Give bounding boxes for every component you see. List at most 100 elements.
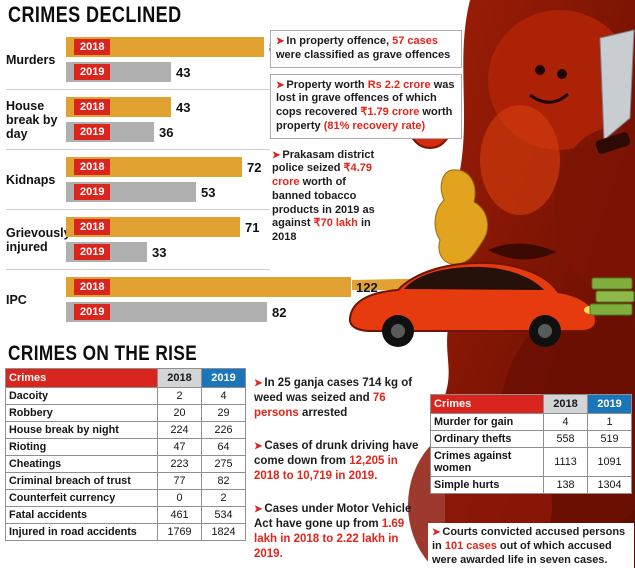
note-text: In property offence, [286,35,393,47]
category-label: House break by day [6,98,58,141]
crimes-table: Crimes 2018 2019 Dacoity 2 4 Robbery 20 29 House … [5,368,246,541]
crime-name: Ordinary thefts [430,430,544,448]
crime-value: 64 [201,438,246,456]
table-row: Crimes against women 1113 1091 [430,447,632,477]
note-item: ➤ In 25 ganja cases 714 kg of weed was se… [254,376,424,420]
bar-value: 53 [201,184,216,200]
bar-pair: 2018 71 2019 33 [66,217,259,262]
year-label: 2018 [74,159,111,175]
bar-2019: 2019 [66,302,267,322]
crime-value: 2 [201,489,246,507]
category-label: Murders [6,52,56,67]
note-text: Cases under Motor Vehicle Act have gone … [254,503,412,531]
note-text: was lost in grave offences of which cops… [276,78,455,119]
crime-value: 47 [157,438,202,456]
note-text: were classified as grave offences [276,48,451,61]
note-bottom-right: ➤ Courts convicted accused persons in 101… [428,523,634,568]
crime-value: 82 [201,472,246,490]
bar-row: 2019 82 [66,302,378,322]
table-row: Dacoity 2 4 [5,387,246,405]
crime-value: 77 [157,472,202,490]
crime-name: Criminal breach of trust [5,472,158,490]
bar-pair: 201881 2019 43 [66,37,283,82]
table-row: Robbery 20 29 [5,404,246,422]
year-label: 2019 [74,184,111,200]
crime-name: Simple hurts [430,476,544,494]
bar-value: 43 [176,64,191,80]
year-label: 2018 [74,99,111,115]
notes-middle: ➤ In 25 ganja cases 714 kg of weed was se… [254,376,424,568]
highlighted-text: 1.69 lakh in 2018 to 2.22 lakh in 2019. [254,518,405,560]
highlighted-text: 101 cases [444,539,497,552]
bar-row: 2019 36 [66,122,190,142]
highlighted-text: ₹4.79 crore [272,162,372,188]
note-item: ➤ Property worth Rs 2.2 crore was lost in… [270,73,462,139]
arrow-bullet-icon: ➤ [276,79,285,91]
column-header: 2018 [543,394,588,414]
column-header: 2019 [587,394,632,414]
highlighted-text: 57 cases [392,35,439,47]
crime-name: Rioting [5,438,158,456]
crime-value: 558 [543,430,588,448]
crime-name: Cheatings [5,455,158,473]
bar-value: 43 [176,99,191,115]
crimes-rise-table: Crimes 2018 2019 Dacoity 2 4 Robbery 20 29 House … [5,368,246,541]
crime-value: 138 [543,476,588,494]
note-item: ➤ Cases of drunk driving have come down f… [254,439,424,483]
crime-value: 20 [157,404,202,422]
crime-value: 534 [201,506,246,524]
bar-value: 36 [159,124,174,140]
chart-group: Murders 201881 2019 43 [6,30,283,90]
table-row: Criminal breach of trust 77 82 [5,472,246,490]
crime-value: 1 [587,413,632,431]
bar-value: 82 [272,304,287,320]
bar-value: 33 [152,244,167,260]
chart-group: IPC 2018 122 2019 82 [6,270,378,329]
note-item: ➤ Prakasam district police seized ₹4.79 c… [270,144,390,249]
bar-2018: 2018 [66,97,171,117]
bar-row: 2018 71 [66,217,259,237]
crime-value: 4 [543,413,588,431]
table-row: Murder for gain 4 1 [430,413,632,431]
note-text: In 25 ganja cases 714 kg of weed was sei… [254,377,413,404]
table-row: Ordinary thefts 558 519 [430,430,632,448]
bar-2019: 2019 [66,182,196,202]
category-label: Grievously injured [6,225,71,254]
bar-2018: 2018 [66,217,240,237]
bar-row: 2019 33 [66,242,259,262]
highlighted-text: 76 persons [254,391,386,419]
chart-group: Kidnaps 2018 72 2019 53 [6,150,270,210]
crime-name: Robbery [5,404,158,422]
bar-value: 72 [247,159,262,175]
bar-row: 2018 43 [66,97,190,117]
crime-value: 461 [157,506,202,524]
highlighted-text: Rs 2.2 crore [367,78,431,91]
bar-pair: 2018 72 2019 53 [66,157,261,202]
crime-value: 1824 [201,523,246,541]
header-row: Crimes 2018 2019 [430,394,632,414]
crime-value: 226 [201,421,246,439]
note-text: Cases of drunk driving have come down fr… [254,440,419,468]
bar-pair: 2018 43 2019 36 [66,97,190,142]
crime-value: 2 [157,387,202,405]
category-label: Kidnaps [6,172,56,187]
note-text: Property worth [286,78,368,91]
bar-chart: Murders201881201943House break by day201… [6,30,386,329]
bar-2019: 2019 [66,242,147,262]
highlighted-text: ₹70 lakh [313,217,358,230]
note-text: in 2018 [272,217,371,243]
rise-title: CRIMES ON THE RISE [8,342,198,365]
crime-value: 1304 [587,476,632,494]
bar-2018: 2018 [66,277,351,297]
bar-row: 2018 122 [66,277,378,297]
table-row: Counterfeit currency 0 2 [5,489,246,507]
crime-name: Dacoity [5,387,158,405]
arrow-bullet-icon: ➤ [432,527,441,538]
table-row: Simple hurts 138 1304 [430,476,632,494]
crime-name: Injured in road accidents [5,523,158,541]
crime-value: 1113 [543,447,588,477]
crime-value: 223 [157,455,202,473]
highlighted-text: (81% recovery rate) [323,119,426,132]
bar-2018: 2018 [66,37,264,57]
